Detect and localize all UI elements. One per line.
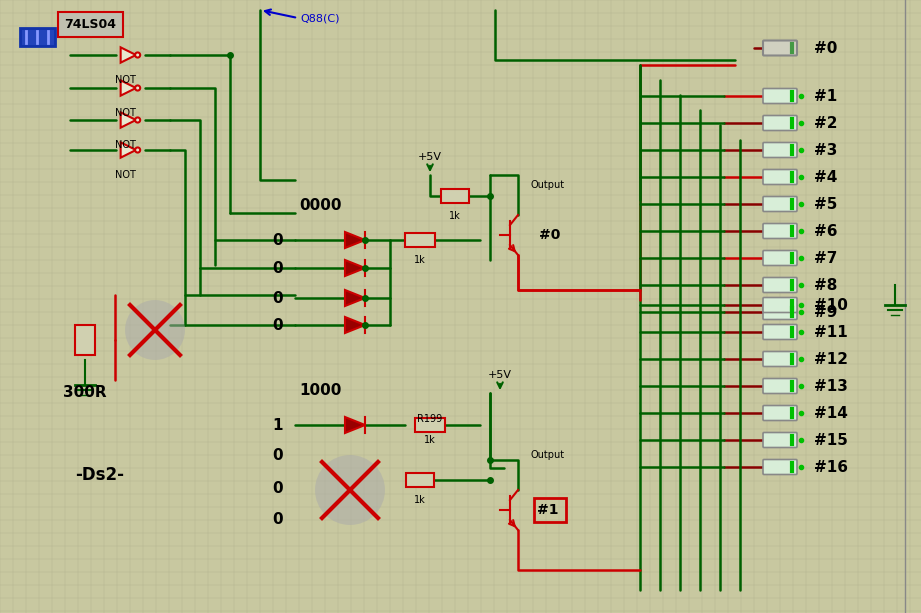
Text: NOT: NOT — [114, 75, 135, 85]
Bar — [405, 233, 435, 247]
Text: Q88(C): Q88(C) — [300, 13, 340, 23]
Text: +5V: +5V — [418, 152, 442, 162]
FancyBboxPatch shape — [763, 305, 797, 319]
Text: #7: #7 — [814, 251, 837, 265]
FancyBboxPatch shape — [763, 351, 797, 367]
FancyBboxPatch shape — [763, 278, 797, 292]
Polygon shape — [345, 417, 365, 433]
FancyBboxPatch shape — [763, 142, 797, 158]
Text: #2: #2 — [814, 115, 837, 131]
FancyBboxPatch shape — [763, 251, 797, 265]
Text: 0: 0 — [273, 261, 284, 275]
Text: #1: #1 — [814, 88, 837, 104]
Text: 0: 0 — [273, 232, 284, 248]
Text: #12: #12 — [814, 351, 848, 367]
FancyBboxPatch shape — [763, 197, 797, 211]
FancyBboxPatch shape — [763, 224, 797, 238]
Text: NOT: NOT — [114, 170, 135, 180]
Text: 0: 0 — [273, 318, 284, 332]
Bar — [406, 473, 434, 487]
Text: 0: 0 — [273, 512, 284, 528]
FancyBboxPatch shape — [763, 115, 797, 131]
Text: 0: 0 — [273, 291, 284, 305]
Text: #0: #0 — [540, 228, 561, 242]
Circle shape — [315, 455, 385, 525]
Polygon shape — [345, 260, 365, 276]
Circle shape — [135, 148, 140, 153]
Text: 1k: 1k — [414, 495, 426, 505]
Bar — [534, 498, 566, 522]
Text: #10: #10 — [814, 297, 848, 313]
Polygon shape — [345, 290, 365, 306]
FancyBboxPatch shape — [763, 40, 797, 56]
Text: Output: Output — [530, 450, 565, 460]
Polygon shape — [121, 47, 136, 63]
Bar — [415, 418, 445, 432]
Text: 0: 0 — [273, 447, 284, 462]
Bar — [441, 189, 469, 203]
Text: 0: 0 — [273, 481, 284, 495]
FancyBboxPatch shape — [763, 378, 797, 394]
Text: #5: #5 — [814, 197, 837, 211]
Text: Output: Output — [530, 180, 565, 190]
Polygon shape — [345, 317, 365, 333]
Text: 0000: 0000 — [298, 197, 342, 213]
Text: #0: #0 — [814, 40, 837, 56]
Polygon shape — [121, 112, 136, 128]
Bar — [57, 12, 122, 37]
Text: NOT: NOT — [114, 140, 135, 150]
Circle shape — [135, 118, 140, 123]
Text: 1000: 1000 — [298, 383, 341, 397]
Text: #14: #14 — [814, 406, 848, 421]
FancyBboxPatch shape — [763, 460, 797, 474]
Text: #4: #4 — [814, 170, 837, 185]
Circle shape — [125, 300, 185, 360]
Text: #9: #9 — [814, 305, 837, 319]
Text: 74LS04: 74LS04 — [64, 18, 116, 31]
Text: 1: 1 — [273, 417, 284, 433]
FancyBboxPatch shape — [763, 170, 797, 185]
Text: #6: #6 — [814, 224, 837, 238]
Text: #15: #15 — [814, 433, 848, 447]
Text: 1k: 1k — [414, 255, 426, 265]
FancyBboxPatch shape — [763, 433, 797, 447]
FancyBboxPatch shape — [763, 406, 797, 421]
Text: #8: #8 — [814, 278, 837, 292]
Text: +5V: +5V — [488, 370, 512, 380]
Text: #1: #1 — [537, 503, 559, 517]
Text: NOT: NOT — [114, 108, 135, 118]
Circle shape — [135, 53, 140, 58]
FancyBboxPatch shape — [763, 88, 797, 104]
Text: -Ds2-: -Ds2- — [76, 466, 124, 484]
Circle shape — [135, 85, 140, 91]
Text: #3: #3 — [814, 142, 837, 158]
Text: #16: #16 — [814, 460, 848, 474]
FancyBboxPatch shape — [763, 324, 797, 340]
Polygon shape — [121, 80, 136, 96]
FancyBboxPatch shape — [763, 297, 797, 313]
Text: #13: #13 — [814, 378, 848, 394]
Text: #11: #11 — [814, 324, 847, 340]
Text: 1k: 1k — [449, 211, 460, 221]
Bar — [75, 325, 95, 355]
Polygon shape — [121, 142, 136, 158]
Polygon shape — [345, 232, 365, 248]
Text: 300R: 300R — [64, 385, 107, 400]
Text: 1k: 1k — [425, 435, 436, 445]
Text: R199: R199 — [417, 414, 443, 424]
Bar — [20, 28, 55, 46]
